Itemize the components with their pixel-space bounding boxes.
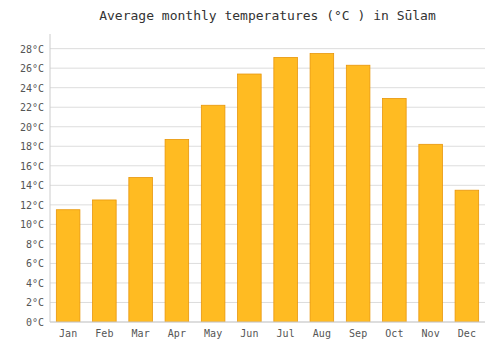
y-tick-label: 24°C: [20, 83, 44, 94]
bar: [419, 144, 443, 322]
x-tick-label: Mar: [132, 328, 150, 339]
grid-line: [50, 107, 485, 108]
y-tick-label: 14°C: [20, 180, 44, 191]
bar: [310, 54, 334, 322]
bar: [56, 210, 80, 322]
y-tick-label: 20°C: [20, 122, 44, 133]
y-tick-label: 4°C: [26, 278, 44, 289]
grid-line: [50, 48, 485, 49]
y-tick-label: 12°C: [20, 200, 44, 211]
bar: [201, 105, 225, 322]
x-tick-label: Aug: [313, 328, 331, 339]
y-tick-label: 8°C: [26, 239, 44, 250]
bar: [383, 98, 407, 322]
x-tick-label: Oct: [385, 328, 403, 339]
x-axis: Jan Feb Mar Apr May Jun Jul Aug Sep Oct Nov Dec: [59, 328, 476, 339]
x-tick-label: Sep: [349, 328, 367, 339]
x-tick-label: Apr: [168, 328, 186, 339]
bar: [238, 74, 262, 322]
y-tick-label: 18°C: [20, 141, 44, 152]
x-axis-line: [50, 322, 485, 323]
x-tick-label: Dec: [458, 328, 476, 339]
x-tick-label: Jun: [240, 328, 258, 339]
y-tick-label: 26°C: [20, 63, 44, 74]
bar: [165, 139, 189, 322]
y-tick-label: 2°C: [26, 297, 44, 308]
grid-line: [50, 126, 485, 127]
y-axis: 0°C 2°C 4°C 6°C 8°C 10°C 12°C 14°C 16°C 18°C 20°C 2…: [20, 44, 485, 328]
y-tick-label: 16°C: [20, 161, 44, 172]
x-tick-label: May: [204, 328, 222, 339]
grid-line: [50, 87, 485, 88]
bar: [93, 200, 117, 322]
y-tick-label: 22°C: [20, 102, 44, 113]
x-tick-label: Feb: [95, 328, 113, 339]
y-tick-label: 28°C: [20, 44, 44, 55]
chart: Average monthly temperatures (°C ) in Sū…: [0, 0, 500, 350]
y-tick-label: 0°C: [26, 317, 44, 328]
y-tick-label: 10°C: [20, 219, 44, 230]
y-axis-line: [50, 34, 51, 322]
y-tick-label: 6°C: [26, 258, 44, 269]
bars: [56, 54, 478, 322]
bar: [346, 65, 370, 322]
bar: [455, 190, 479, 322]
x-tick-label: Nov: [422, 328, 440, 339]
x-tick-label: Jan: [59, 328, 77, 339]
grid-line: [50, 322, 485, 323]
bar: [274, 57, 298, 322]
x-tick-label: Jul: [277, 328, 295, 339]
title: Average monthly temperatures (°C ) in Sū…: [99, 8, 436, 23]
grid-line: [50, 68, 485, 69]
bar: [129, 178, 153, 322]
